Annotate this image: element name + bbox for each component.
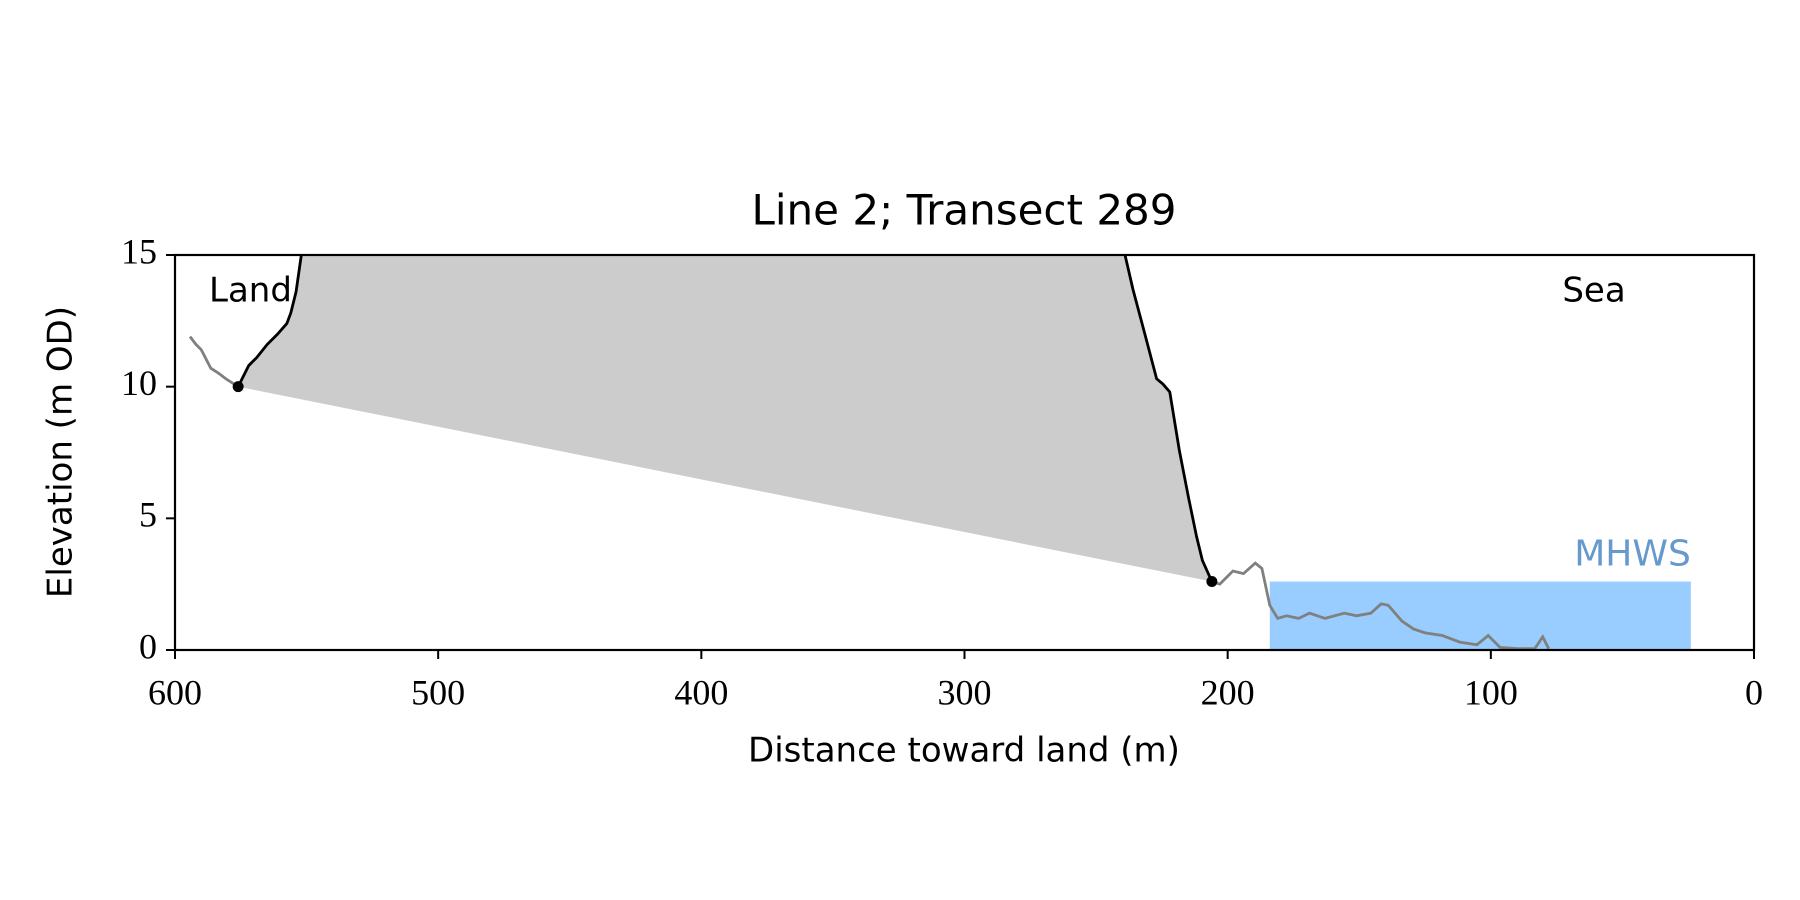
x-axis-label: Distance toward land (m) [748,731,1180,771]
profile-line [1211,561,1550,650]
y-tick-label: 5 [139,495,157,535]
chart-title: Line 2; Transect 289 [751,186,1176,235]
y-axis-label: Elevation (m OD) [41,306,81,598]
cliff-fill [238,255,1212,582]
y-tick-label: 0 [139,626,157,666]
x-tick-label: 200 [1201,672,1255,712]
profile-line [1123,255,1214,583]
annotation: Sea [1562,271,1625,311]
plot-area [188,255,1691,650]
y-tick-label: 10 [121,363,157,403]
x-tick-label: 300 [938,672,992,712]
mhws-area [1269,581,1691,650]
x-tick-label: 600 [148,672,202,712]
point [1206,576,1218,588]
y-tick-label: 15 [121,231,157,271]
profile-line [236,255,303,388]
x-tick-label: 100 [1464,672,1518,712]
x-tick-label: 400 [674,672,728,712]
x-tick-label: 500 [411,672,465,712]
profile-line [188,335,239,388]
x-tick-label: 0 [1745,672,1763,712]
point [232,381,244,393]
annotation: Land [209,271,292,311]
mhws-label: MHWS [1574,534,1691,575]
